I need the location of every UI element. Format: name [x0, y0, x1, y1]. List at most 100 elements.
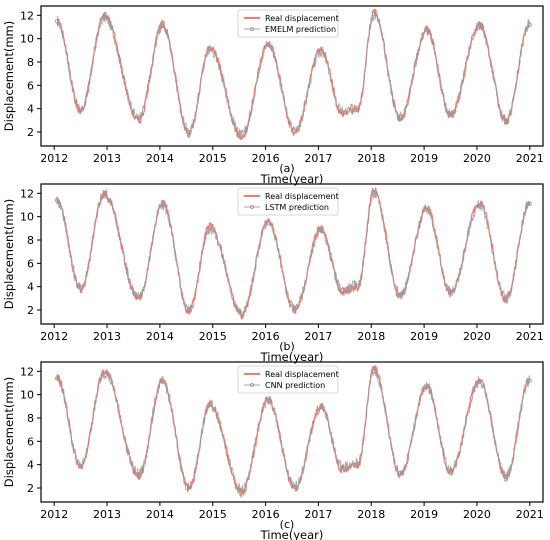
x-tick-label: 2018: [357, 330, 385, 343]
legend-box: [237, 9, 339, 38]
prediction-point: [527, 22, 532, 27]
prediction-point: [266, 221, 271, 226]
prediction-point: [319, 49, 324, 54]
prediction-point: [504, 296, 509, 301]
legend-label-prediction: EMELM prediction: [265, 25, 336, 34]
y-tick-label: 8: [27, 234, 34, 247]
legend: Real displacement LSTM prediction: [237, 187, 339, 216]
prediction-point: [448, 112, 453, 117]
legend-marker-prediction: [249, 204, 254, 209]
prediction-point: [136, 116, 141, 121]
x-tick-label: 2014: [146, 152, 174, 165]
y-tick-label: 12: [20, 365, 34, 378]
series-prediction-line: [56, 12, 531, 140]
x-tick-label: 2020: [463, 330, 491, 343]
y-tick-label: 4: [27, 281, 34, 294]
prediction-point: [504, 118, 509, 123]
legend-label-real: Real displacement: [265, 14, 339, 23]
prediction-point: [356, 105, 361, 110]
prediction-point: [186, 307, 191, 312]
y-tick-label: 2: [27, 304, 34, 317]
y-tick-label: 12: [20, 187, 34, 200]
legend-marker-prediction: [249, 382, 254, 387]
prediction-point: [356, 461, 361, 466]
prediction-point: [477, 23, 482, 28]
plot-frame: [40, 183, 544, 325]
legend-marker-prediction: [249, 26, 254, 31]
prediction-point: [477, 202, 482, 207]
prediction-point: [356, 283, 361, 288]
x-axis-label: Time(year): [260, 172, 324, 186]
x-tick-label: 2021: [516, 152, 544, 165]
panel-label: (c): [280, 518, 295, 531]
prediction-point: [340, 110, 345, 115]
prediction-point: [371, 191, 376, 196]
x-axis-label: Time(year): [260, 350, 324, 364]
prediction-point: [448, 468, 453, 473]
series-prediction-line: [56, 365, 531, 494]
prediction-point: [371, 369, 376, 374]
prediction-point: [208, 226, 213, 231]
x-tick-label: 2019: [410, 508, 438, 521]
prediction-point: [239, 311, 244, 316]
x-tick-label: 2013: [93, 508, 121, 521]
y-axis-label: Displacement(mm): [2, 377, 16, 487]
legend-box: [237, 365, 339, 394]
panel-label: (b): [279, 340, 295, 353]
x-tick-label: 2017: [304, 508, 332, 521]
prediction-point: [239, 488, 244, 493]
x-tick-label: 2019: [410, 330, 438, 343]
legend-label-real: Real displacement: [265, 370, 339, 379]
y-axis-label: Displacement(mm): [2, 21, 16, 131]
legend: Real displacement EMELM prediction: [237, 9, 339, 38]
y-tick-label: 10: [20, 389, 34, 402]
prediction-point: [208, 403, 213, 408]
prediction-point: [54, 19, 59, 24]
y-tick-label: 2: [27, 482, 34, 495]
prediction-point: [208, 47, 213, 52]
x-tick-label: 2012: [40, 330, 68, 343]
chart-panel-3: 2 4 6 8 10 12 2012 2013 2014 2015 2016 2017 2018 2019…: [2, 361, 544, 540]
prediction-point: [78, 285, 83, 290]
x-tick-label: 2012: [40, 508, 68, 521]
x-tick-label: 2016: [252, 508, 280, 521]
prediction-point: [160, 202, 165, 207]
prediction-point: [504, 474, 509, 479]
x-tick-label: 2021: [516, 330, 544, 343]
x-tick-label: 2015: [199, 330, 227, 343]
prediction-point: [186, 485, 191, 490]
legend: Real displacement CNN prediction: [237, 365, 339, 394]
prediction-point: [292, 484, 297, 489]
x-tick-label: 2014: [146, 330, 174, 343]
x-tick-label: 2015: [199, 152, 227, 165]
x-tick-label: 2018: [357, 508, 385, 521]
prediction-point: [319, 228, 324, 233]
prediction-point: [527, 201, 532, 206]
prediction-point: [292, 306, 297, 311]
x-tick-label: 2020: [463, 508, 491, 521]
x-tick-label: 2014: [146, 508, 174, 521]
prediction-point: [136, 471, 141, 476]
x-axis-label: Time(year): [260, 528, 324, 540]
x-tick-label: 2016: [252, 152, 280, 165]
panel-label: (a): [279, 162, 294, 175]
prediction-point: [78, 463, 83, 468]
chart-panel-1: 2 4 6 8 10 12 2012 2013 2014 2015 2016 2017 2018 2019…: [2, 5, 544, 186]
prediction-point: [398, 470, 403, 475]
prediction-point: [54, 376, 59, 381]
y-tick-label: 10: [20, 211, 34, 224]
prediction-point: [448, 290, 453, 295]
x-tick-label: 2019: [410, 152, 438, 165]
chart-panel-2: 2 4 6 8 10 12 2012 2013 2014 2015 2016 2017 2018 2019…: [2, 183, 544, 364]
prediction-point: [102, 370, 107, 375]
prediction-point: [424, 28, 429, 33]
y-axis-label: Displacement(mm): [2, 199, 16, 309]
prediction-point: [319, 405, 324, 410]
prediction-point: [78, 107, 83, 112]
y-tick-label: 2: [27, 126, 34, 139]
legend-label-real: Real displacement: [265, 192, 339, 201]
y-tick-label: 8: [27, 412, 34, 425]
prediction-point: [102, 15, 107, 20]
y-tick-label: 6: [27, 435, 34, 448]
